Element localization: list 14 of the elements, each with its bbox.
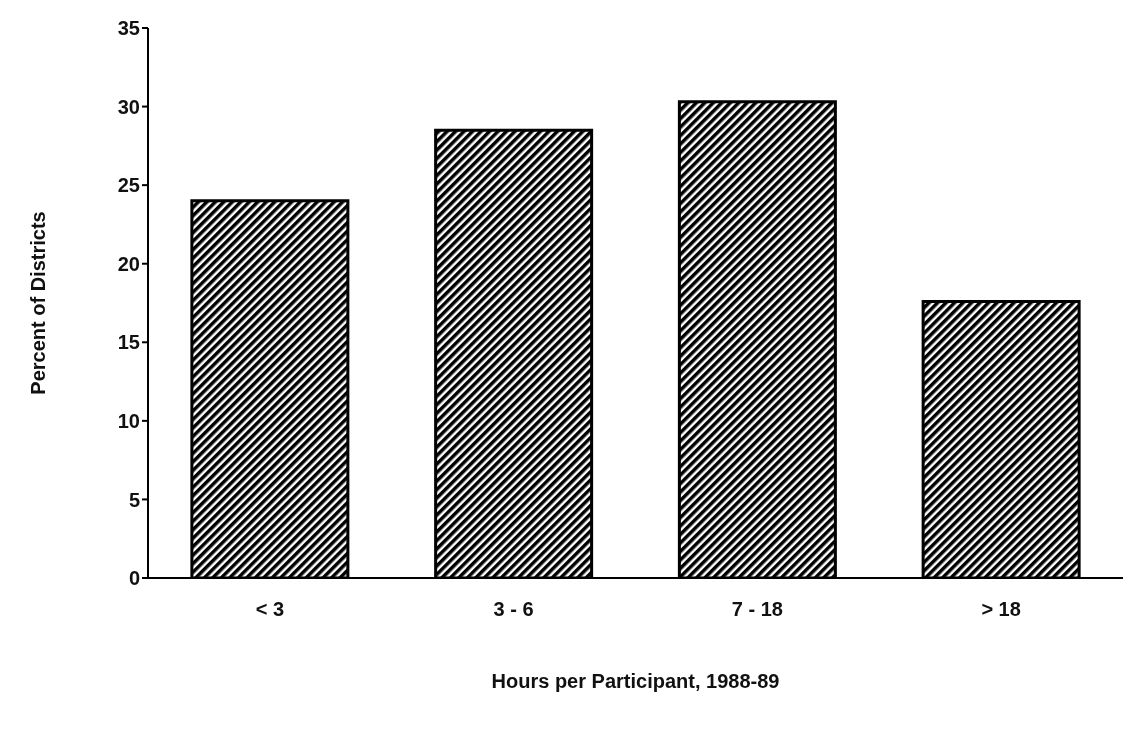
- y-tick-label: 25: [117, 174, 140, 197]
- y-tick-label: 20: [117, 252, 140, 275]
- x-tick-label: < 3: [255, 598, 285, 621]
- y-tick-label: 5: [128, 488, 140, 511]
- x-tick-label: 7 - 18: [731, 598, 783, 621]
- y-tick-label: 15: [117, 331, 140, 354]
- x-tick-label: 3 - 6: [493, 598, 534, 621]
- y-tick-label: 10: [117, 409, 140, 432]
- x-axis-title: Hours per Participant, 1988-89: [491, 670, 780, 692]
- y-tick-label: 35: [117, 17, 140, 40]
- y-tick-label: 0: [128, 567, 140, 590]
- y-tick-label: 30: [117, 95, 140, 118]
- y-axis-title: Percent of Districts: [27, 211, 50, 395]
- x-tick-label: > 18: [981, 598, 1021, 621]
